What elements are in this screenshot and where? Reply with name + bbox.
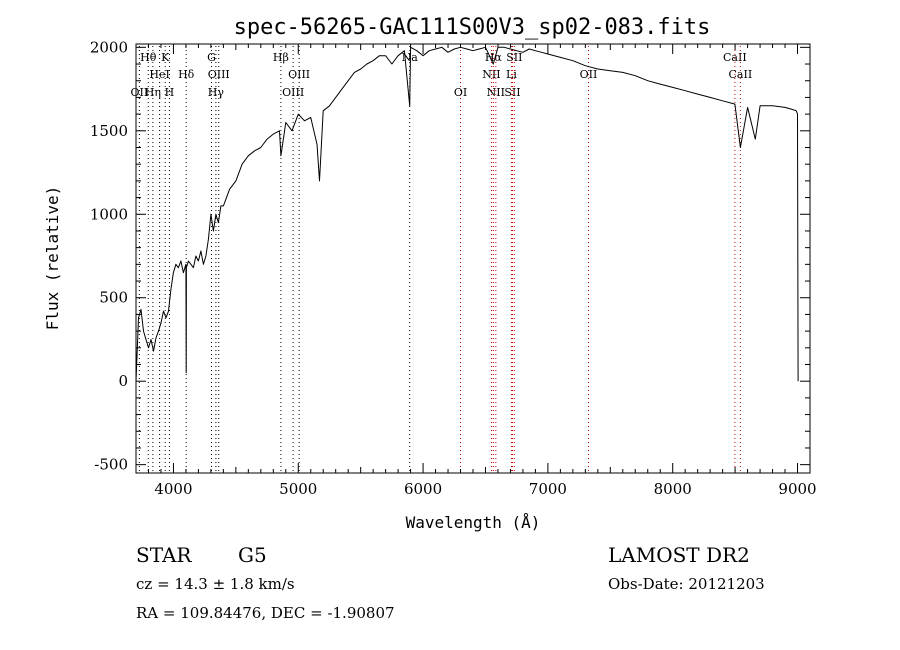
line-marker-label-3: HeI (149, 68, 169, 81)
line-marker-label-9: OIII (208, 68, 230, 81)
line-marker-label-23: CaII (729, 68, 753, 81)
coordinates: RA = 109.84476, DEC = -1.90807 (136, 604, 395, 622)
y-tick-label-0: -500 (94, 456, 128, 474)
y-tick-label-3: 1000 (90, 205, 128, 223)
line-marker-label-12: OIII (288, 68, 310, 81)
x-axis-label: Wavelength (Å) (406, 513, 541, 532)
line-marker-label-6: Hδ (178, 68, 195, 81)
line-markers: OIIHθHηHeIKHHδGHγOIIIHβOIIIOIIINaOINIIHα… (131, 46, 753, 471)
x-tick-label-4: 8000 (654, 480, 692, 498)
series-layer (135, 46, 799, 382)
y-tick-label-2: 500 (99, 289, 128, 307)
line-marker-label-14: OI (454, 86, 467, 99)
x-tick-label-1: 5000 (279, 480, 317, 498)
survey-name: LAMOST DR2 (608, 543, 750, 567)
y-axis-label: Flux (relative) (43, 186, 62, 331)
line-marker-label-8: Hγ (208, 86, 225, 99)
obs-date: Obs-Date: 20121203 (608, 575, 765, 593)
line-marker-label-18: Li (506, 68, 517, 81)
x-tick-label-3: 7000 (529, 480, 567, 498)
line-marker-label-7: G (207, 51, 216, 64)
line-marker-label-19: SII (504, 86, 520, 99)
subclass: G5 (238, 543, 267, 567)
x-tick-label-2: 6000 (404, 480, 442, 498)
line-marker-label-2: Hη (145, 86, 161, 99)
y-tick-label-5: 2000 (90, 38, 128, 56)
line-marker-label-10: Hβ (273, 51, 289, 64)
x-tick-label-5: 9000 (778, 480, 816, 498)
redshift-cz: cz = 14.3 ± 1.8 km/s (136, 575, 295, 593)
line-marker-label-11: OIII (282, 86, 304, 99)
line-marker-label-21: OII (580, 68, 598, 81)
x-tick-label-0: 4000 (154, 480, 192, 498)
line-marker-label-22: CaII (723, 51, 747, 64)
spectrum-series-0 (135, 46, 799, 382)
line-marker-label-5: H (165, 86, 175, 99)
line-marker-label-15: NII (482, 68, 500, 81)
line-marker-label-4: K (161, 51, 170, 64)
object-class: STAR (136, 543, 192, 567)
y-tick-label-1: 0 (118, 372, 128, 390)
line-marker-label-1: Hθ (140, 51, 157, 64)
plot-frame (135, 43, 811, 474)
line-marker-label-0: OII (131, 86, 149, 99)
y-tick-label-4: 1500 (90, 122, 128, 140)
line-marker-label-17: NII (487, 86, 505, 99)
axis-ticks: 4000 5000 6000 7000 8000 9000 -500 0 500 1000 1500… (90, 38, 817, 498)
line-marker-label-20: SII (506, 51, 522, 64)
chart-title: spec-56265-GAC111S00V3_sp02-083.fits (234, 15, 711, 40)
